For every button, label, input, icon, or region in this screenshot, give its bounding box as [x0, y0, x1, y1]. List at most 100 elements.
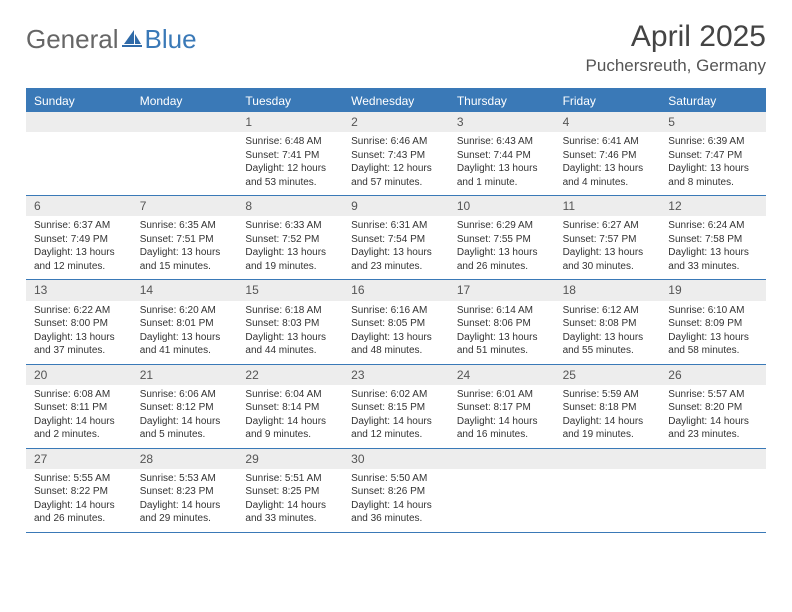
sunset-text: Sunset: 8:03 PM [245, 317, 335, 331]
daylight-text: Daylight: 13 hours and 30 minutes. [563, 246, 653, 273]
title-block: April 2025 Puchersreuth, Germany [586, 20, 766, 76]
day-cell [660, 449, 766, 532]
day-cell: 2Sunrise: 6:46 AMSunset: 7:43 PMDaylight… [343, 112, 449, 195]
week-row: 13 Sunrise: 6:22 AMSunset: 8:00 PM Dayligh… [26, 280, 766, 364]
daylight-text: Daylight: 13 hours and 1 minute. [457, 162, 547, 189]
day-body: Sunrise: 6:29 AMSunset: 7:55 PMDaylight:… [449, 216, 555, 279]
sunset-text: Sunset: 7:51 PM [140, 233, 230, 247]
sunrise-text: Sunrise: 5:55 AM [34, 472, 124, 486]
day-number: 1 [237, 112, 343, 132]
sunrise-text: Sunrise: 6:12 AM [563, 304, 653, 318]
day-number: 23 [343, 365, 449, 385]
day-number [660, 449, 766, 469]
daylight-text: Daylight: 13 hours and 15 minutes. [140, 246, 230, 273]
sunset-text: Sunset: 8:06 PM [457, 317, 547, 331]
day-number [449, 449, 555, 469]
sunrise-text: Sunrise: 5:53 AM [140, 472, 230, 486]
day-number: 12 [660, 196, 766, 216]
sunrise-text: Sunrise: 6:20 AM [140, 304, 230, 318]
day-cell: 10Sunrise: 6:29 AMSunset: 7:55 PMDayligh… [449, 196, 555, 279]
sunset-text: Sunset: 8:09 PM [668, 317, 758, 331]
day-body: Sunrise: 6:06 AMSunset: 8:12 PMDaylight:… [132, 385, 238, 448]
sunrise-text: Sunrise: 6:04 AM [245, 388, 335, 402]
day-number: 3 [449, 112, 555, 132]
sunset-text: Sunset: 8:00 PM [34, 317, 124, 331]
day-cell: 29Sunrise: 5:51 AMSunset: 8:25 PMDayligh… [237, 449, 343, 532]
sunset-text: Sunset: 8:14 PM [245, 401, 335, 415]
day-number: 14 [132, 280, 238, 300]
sunrise-text: Sunrise: 6:29 AM [457, 219, 547, 233]
sunrise-text: Sunrise: 6:27 AM [563, 219, 653, 233]
brand-part1: General [26, 24, 119, 55]
day-number: 15 [237, 280, 343, 300]
day-cell: 7Sunrise: 6:35 AMSunset: 7:51 PMDaylight… [132, 196, 238, 279]
sunrise-text: Sunrise: 6:46 AM [351, 135, 441, 149]
day-body: Sunrise: 6:31 AMSunset: 7:54 PMDaylight:… [343, 216, 449, 279]
day-number: 16 [343, 280, 449, 300]
day-number: 13 [26, 280, 132, 300]
sunset-text: Sunset: 7:49 PM [34, 233, 124, 247]
sunrise-text: Sunrise: 6:37 AM [34, 219, 124, 233]
day-number [555, 449, 661, 469]
sunset-text: Sunset: 8:01 PM [140, 317, 230, 331]
sunset-text: Sunset: 8:20 PM [668, 401, 758, 415]
sunrise-text: Sunrise: 5:50 AM [351, 472, 441, 486]
day-number: 5 [660, 112, 766, 132]
day-cell: 22Sunrise: 6:04 AMSunset: 8:14 PMDayligh… [237, 365, 343, 448]
dow-cell: Wednesday [343, 90, 449, 112]
day-cell: 13Sunrise: 6:22 AMSunset: 8:00 PMDayligh… [26, 280, 132, 363]
dow-cell: Saturday [660, 90, 766, 112]
sunset-text: Sunset: 7:57 PM [563, 233, 653, 247]
sunrise-text: Sunrise: 6:14 AM [457, 304, 547, 318]
daylight-text: Daylight: 13 hours and 58 minutes. [668, 331, 758, 358]
sunrise-text: Sunrise: 6:10 AM [668, 304, 758, 318]
week-row: 1 Sunrise: 6:48 AMSunset: 7:41 PM Daylight… [26, 112, 766, 196]
sunrise-text: Sunrise: 6:22 AM [34, 304, 124, 318]
day-number: 21 [132, 365, 238, 385]
day-number: 7 [132, 196, 238, 216]
day-cell: 21Sunrise: 6:06 AMSunset: 8:12 PMDayligh… [132, 365, 238, 448]
sunrise-text: Sunrise: 6:06 AM [140, 388, 230, 402]
calendar: SundayMondayTuesdayWednesdayThursdayFrid… [26, 88, 766, 533]
sunrise-text: Sunrise: 6:31 AM [351, 219, 441, 233]
sunrise-text: Sunrise: 6:24 AM [668, 219, 758, 233]
day-number: 10 [449, 196, 555, 216]
day-body: Sunrise: 6:18 AMSunset: 8:03 PMDaylight:… [237, 301, 343, 364]
sunset-text: Sunset: 8:17 PM [457, 401, 547, 415]
daylight-text: Daylight: 14 hours and 5 minutes. [140, 415, 230, 442]
day-body: Sunrise: 6:35 AMSunset: 7:51 PMDaylight:… [132, 216, 238, 279]
day-cell: 16Sunrise: 6:16 AMSunset: 8:05 PMDayligh… [343, 280, 449, 363]
day-number: 24 [449, 365, 555, 385]
day-number: 6 [26, 196, 132, 216]
day-cell: 24Sunrise: 6:01 AMSunset: 8:17 PMDayligh… [449, 365, 555, 448]
dow-row: SundayMondayTuesdayWednesdayThursdayFrid… [26, 90, 766, 112]
sunset-text: Sunset: 7:41 PM [245, 149, 335, 163]
sunset-text: Sunset: 8:25 PM [245, 485, 335, 499]
sunrise-text: Sunrise: 6:33 AM [245, 219, 335, 233]
day-cell: 27Sunrise: 5:55 AMSunset: 8:22 PMDayligh… [26, 449, 132, 532]
day-number: 2 [343, 112, 449, 132]
daylight-text: Daylight: 14 hours and 2 minutes. [34, 415, 124, 442]
brand-logo: General Blue [26, 20, 197, 55]
sunset-text: Sunset: 8:18 PM [563, 401, 653, 415]
day-body: Sunrise: 6:37 AMSunset: 7:49 PMDaylight:… [26, 216, 132, 279]
sunset-text: Sunset: 7:43 PM [351, 149, 441, 163]
sunrise-text: Sunrise: 6:48 AM [245, 135, 335, 149]
daylight-text: Daylight: 14 hours and 19 minutes. [563, 415, 653, 442]
day-cell: 1Sunrise: 6:48 AMSunset: 7:41 PMDaylight… [237, 112, 343, 195]
day-number: 28 [132, 449, 238, 469]
sunrise-text: Sunrise: 6:39 AM [668, 135, 758, 149]
day-cell: 30Sunrise: 5:50 AMSunset: 8:26 PMDayligh… [343, 449, 449, 532]
day-body: Sunrise: 6:24 AMSunset: 7:58 PMDaylight:… [660, 216, 766, 279]
sunset-text: Sunset: 8:05 PM [351, 317, 441, 331]
day-body: Sunrise: 6:14 AMSunset: 8:06 PMDaylight:… [449, 301, 555, 364]
dow-cell: Thursday [449, 90, 555, 112]
sail-icon [121, 24, 143, 55]
day-body: Sunrise: 5:57 AMSunset: 8:20 PMDaylight:… [660, 385, 766, 448]
sunset-text: Sunset: 7:44 PM [457, 149, 547, 163]
day-cell: 8Sunrise: 6:33 AMSunset: 7:52 PMDaylight… [237, 196, 343, 279]
dow-cell: Sunday [26, 90, 132, 112]
day-body: Sunrise: 6:33 AMSunset: 7:52 PMDaylight:… [237, 216, 343, 279]
day-number: 8 [237, 196, 343, 216]
daylight-text: Daylight: 13 hours and 33 minutes. [668, 246, 758, 273]
